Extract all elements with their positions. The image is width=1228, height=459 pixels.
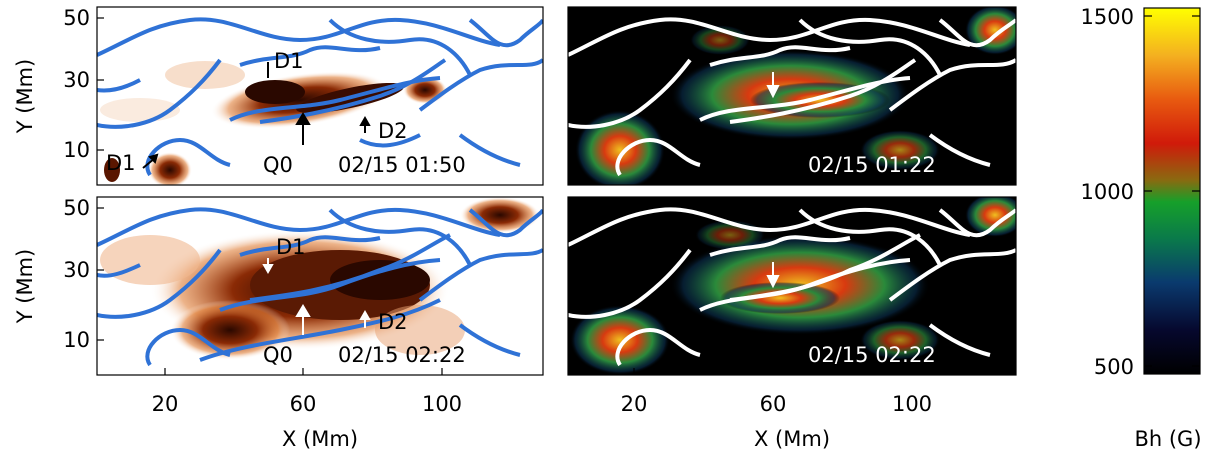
x-tick-label: 20 xyxy=(621,392,648,416)
contour-lines xyxy=(568,207,1016,367)
x-tick-label: 60 xyxy=(760,392,787,416)
panel-top-right: 02/15 01:22 xyxy=(567,6,1017,186)
arrow-markers xyxy=(142,62,371,169)
colorbar-label: Bh (G) xyxy=(1134,427,1201,451)
colorbar-tick-label: 500 xyxy=(1094,355,1134,379)
arrow-marker xyxy=(766,262,780,289)
colorbar-gradient xyxy=(1143,7,1201,375)
timestamp: 02/15 02:22 xyxy=(808,343,936,367)
timestamp: 02/15 01:50 xyxy=(338,153,466,177)
panel-bottom-right: 02/15 02:22 xyxy=(567,196,1017,376)
y-tick-label: 30 xyxy=(63,258,90,282)
panel-top-left: D1 D1 D2 Q0 02/15 01:50 xyxy=(96,6,544,186)
x-tick-label: 100 xyxy=(892,392,932,416)
x-tick-label: 60 xyxy=(290,392,317,416)
y-axis-label: Y (Mm) xyxy=(13,249,37,324)
x-axis-label: X (Mm) xyxy=(282,427,358,451)
colorbar: 1500 1000 500 Bh (G) xyxy=(1081,5,1202,451)
colorbar-tick-label: 1000 xyxy=(1081,180,1134,204)
label-q0: Q0 xyxy=(263,343,293,367)
axis-ticks xyxy=(97,17,913,375)
label-q0: Q0 xyxy=(263,153,293,177)
field-strength-map xyxy=(570,197,1016,375)
field-strength-map xyxy=(575,7,1016,185)
panel-bottom-left: D1 D2 Q0 02/15 02:22 xyxy=(96,196,544,376)
panel-frame xyxy=(96,196,544,376)
y-tick-label: 50 xyxy=(63,6,90,30)
y-tick-label: 10 xyxy=(63,328,90,352)
arrow-markers xyxy=(262,258,371,335)
y-tick-label: 50 xyxy=(63,196,90,220)
arrow-marker xyxy=(766,72,780,99)
y-tick-label: 10 xyxy=(63,138,90,162)
contour-lines xyxy=(97,207,543,367)
label-d2: D2 xyxy=(378,119,408,143)
x-axis-label: X (Mm) xyxy=(754,427,830,451)
colorbar-tick-label: 1500 xyxy=(1081,5,1134,29)
x-tick-label: 100 xyxy=(422,392,462,416)
panel-frame xyxy=(567,6,1017,186)
panel-frame xyxy=(96,6,544,186)
label-d2: D2 xyxy=(378,310,408,334)
panel-frame xyxy=(567,196,1017,376)
y-tick-label: 30 xyxy=(63,68,90,92)
timestamp: 02/15 02:22 xyxy=(338,343,466,367)
x-tick-label: 20 xyxy=(152,392,179,416)
y-axis-label: Y (Mm) xyxy=(13,59,37,134)
contour-lines xyxy=(568,17,1016,177)
label-d1-lower: D1 xyxy=(106,151,136,175)
label-d1-upper: D1 xyxy=(274,49,304,73)
contour-lines xyxy=(97,17,543,177)
label-d1: D1 xyxy=(276,235,306,259)
timestamp: 02/15 01:22 xyxy=(808,153,936,177)
